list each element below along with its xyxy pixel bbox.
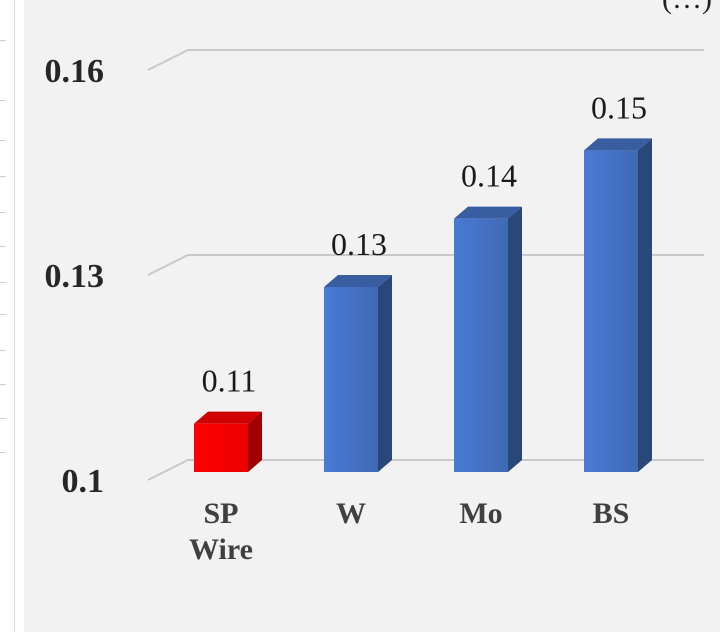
bar-w: [324, 275, 392, 472]
gridline: [147, 459, 704, 481]
bar-top-face: [454, 206, 522, 219]
bar-sp-wire: [194, 411, 262, 472]
bar-front-face: [194, 423, 248, 472]
bars: [194, 138, 652, 473]
data-label: 0.11: [202, 363, 257, 399]
y-tick-label: 0.16: [45, 53, 105, 90]
data-label: 0.13: [331, 226, 387, 262]
bar-side-face: [638, 138, 652, 473]
gridline: [147, 49, 704, 71]
bar-front-face: [454, 218, 508, 472]
x-tick-label: Mo: [459, 497, 502, 530]
bar-top-face: [584, 138, 652, 151]
x-tick-label: BS: [593, 497, 630, 530]
bar-mo: [454, 206, 522, 472]
bar-side-face: [248, 411, 262, 472]
x-tick-label: SP Wire: [189, 497, 253, 566]
data-label: 0.15: [591, 89, 647, 125]
data-label: 0.14: [461, 158, 517, 194]
y-tick-label: 0.13: [45, 258, 105, 295]
bar-bs: [584, 138, 652, 473]
x-axis-ticks: SP Wire W Mo BS: [189, 497, 629, 566]
y-axis-ticks: 0.1 0.13 0.16: [45, 53, 105, 500]
bar-side-face: [508, 206, 522, 472]
x-tick-label: W: [336, 497, 366, 530]
bar-top-face: [194, 411, 262, 424]
bar-front-face: [584, 150, 638, 473]
gridlines: [147, 49, 704, 481]
gridline: [147, 254, 704, 276]
bar-side-face: [378, 275, 392, 472]
page-edge-ruler: [0, 0, 15, 632]
cropped-corner-text: (…): [662, 0, 712, 16]
y-tick-label: 0.1: [62, 463, 105, 500]
bar-front-face: [324, 287, 378, 472]
data-labels: 0.11 0.13 0.14 0.15: [202, 89, 647, 398]
bar-top-face: [324, 275, 392, 287]
